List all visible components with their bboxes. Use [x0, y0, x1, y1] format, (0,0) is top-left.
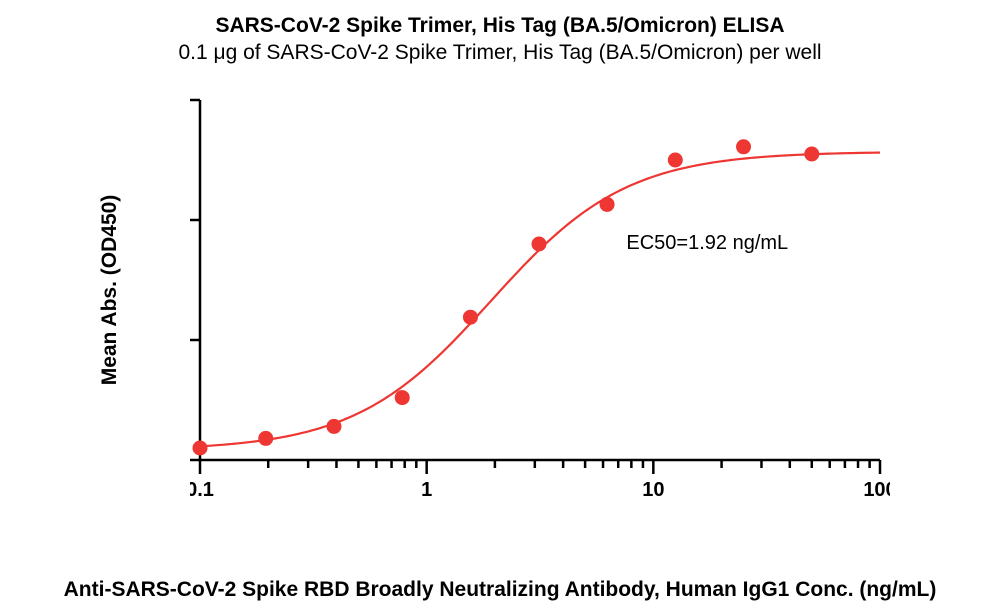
data-point [805, 147, 819, 161]
chart-area: 01230.1110100 [190, 90, 890, 510]
data-point [463, 310, 477, 324]
data-point [193, 441, 207, 455]
data-point [259, 431, 273, 445]
x-tick-label: 1 [421, 479, 432, 501]
data-point [327, 419, 341, 433]
x-axis-label: Anti-SARS-CoV-2 Spike RBD Broadly Neutra… [0, 578, 1000, 602]
data-point [600, 197, 614, 211]
data-point [395, 391, 409, 405]
data-point [737, 140, 751, 154]
y-axis-label: Mean Abs. (OD450) [98, 195, 122, 386]
chart-svg: 01230.1110100 [190, 90, 890, 510]
data-point [668, 153, 682, 167]
x-tick-label: 0.1 [190, 479, 214, 501]
fit-curve [200, 153, 880, 447]
chart-subtitle: 0.1 μg of SARS-CoV-2 Spike Trimer, His T… [0, 39, 1000, 66]
title-block: SARS-CoV-2 Spike Trimer, His Tag (BA.5/O… [0, 12, 1000, 67]
figure-container: SARS-CoV-2 Spike Trimer, His Tag (BA.5/O… [0, 0, 1000, 614]
ec50-annotation: EC50=1.92 ng/mL [626, 232, 788, 255]
x-tick-label: 10 [642, 479, 664, 501]
data-point [532, 237, 546, 251]
chart-title: SARS-CoV-2 Spike Trimer, His Tag (BA.5/O… [0, 12, 1000, 39]
x-tick-label: 100 [863, 479, 890, 501]
